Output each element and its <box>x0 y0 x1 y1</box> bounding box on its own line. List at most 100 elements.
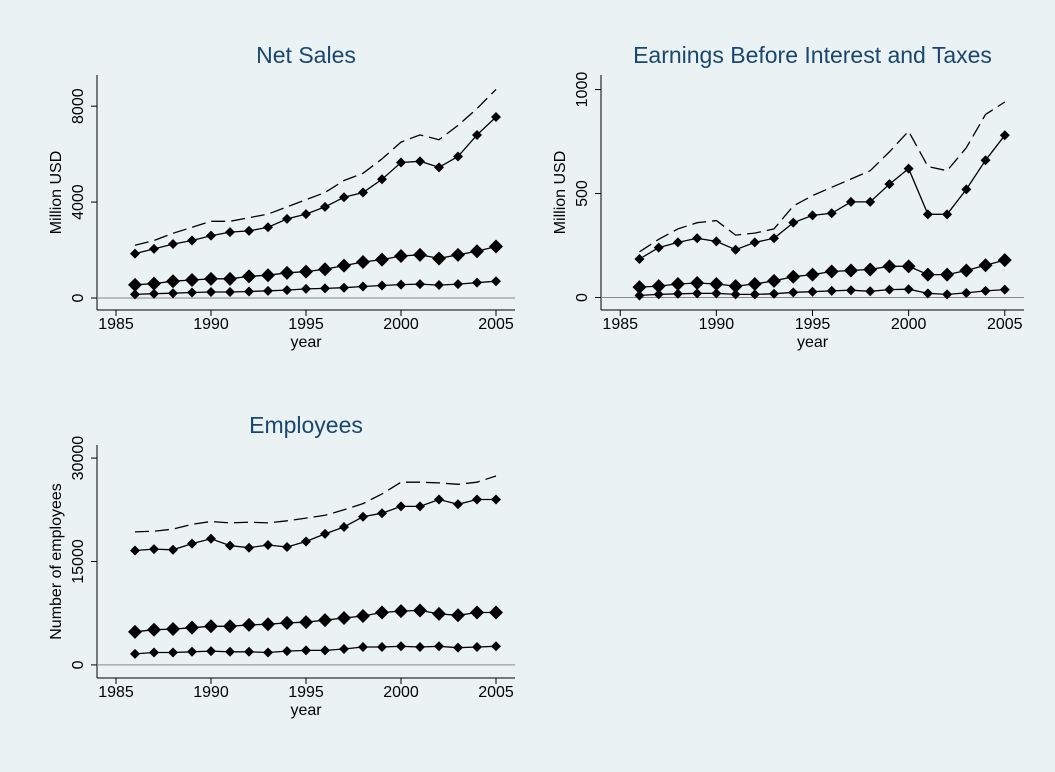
data-point <box>491 494 501 505</box>
data-point <box>320 645 330 656</box>
data-point <box>884 179 895 190</box>
data-point <box>453 279 463 290</box>
data-point <box>282 542 292 553</box>
data-point <box>301 536 311 547</box>
data-point <box>999 284 1010 295</box>
data-point <box>147 276 161 291</box>
data-point <box>711 288 722 299</box>
series-line <box>134 88 497 246</box>
data-point <box>472 277 482 288</box>
data-point <box>472 641 482 652</box>
data-point <box>282 646 292 657</box>
data-point <box>147 622 161 637</box>
data-point <box>434 641 444 652</box>
x-tick-label: 1995 <box>288 316 324 333</box>
data-point <box>843 263 858 278</box>
data-point <box>769 288 780 299</box>
data-point <box>356 255 370 270</box>
data-point <box>961 184 972 195</box>
data-point <box>130 289 140 300</box>
data-point <box>413 247 427 262</box>
y-tick-label: 0 <box>70 660 87 669</box>
data-point <box>413 603 427 618</box>
data-point <box>206 230 216 241</box>
data-point <box>826 208 837 219</box>
data-point <box>282 285 292 296</box>
y-tick-label: 4000 <box>70 184 87 220</box>
data-point <box>377 280 387 291</box>
data-point <box>223 271 237 286</box>
data-point <box>225 287 235 298</box>
data-point <box>491 641 501 652</box>
data-point <box>692 288 703 299</box>
data-point <box>358 511 368 522</box>
data-point <box>339 522 349 533</box>
data-point <box>130 648 140 659</box>
data-point <box>901 259 916 274</box>
data-point <box>263 285 273 296</box>
data-point <box>263 539 273 550</box>
data-point <box>786 269 801 284</box>
data-point <box>634 254 645 265</box>
data-point <box>356 608 370 623</box>
data-point <box>863 262 878 277</box>
data-point <box>692 233 703 244</box>
data-point <box>788 217 799 228</box>
series-line <box>639 101 1006 253</box>
data-point <box>206 533 216 544</box>
data-point <box>299 615 313 630</box>
data-point <box>690 275 705 290</box>
data-point <box>999 130 1010 141</box>
data-point <box>149 288 159 299</box>
data-point <box>185 273 199 288</box>
x-tick-label: 1995 <box>288 684 324 701</box>
data-point <box>168 288 178 299</box>
data-point <box>282 213 292 224</box>
data-point <box>396 157 406 168</box>
data-point <box>128 624 142 639</box>
data-point <box>358 281 368 292</box>
data-point <box>394 249 408 264</box>
data-point <box>865 196 876 207</box>
data-point <box>280 265 294 280</box>
data-point <box>978 258 993 273</box>
data-point <box>432 251 446 266</box>
data-point <box>263 647 273 658</box>
data-point <box>940 267 955 282</box>
data-point <box>337 611 351 626</box>
data-point <box>301 209 311 220</box>
data-point <box>396 501 406 512</box>
data-point <box>166 622 180 637</box>
data-point <box>263 222 273 233</box>
data-point <box>434 494 444 505</box>
y-axis-label: Number of employees <box>48 483 65 640</box>
chart-title: Employees <box>249 412 363 438</box>
data-point <box>168 647 178 658</box>
data-point <box>339 192 349 203</box>
data-point <box>865 286 876 297</box>
data-point <box>394 604 408 619</box>
y-tick-label: 8000 <box>70 88 87 124</box>
data-point <box>187 287 197 298</box>
data-point <box>980 285 991 296</box>
data-point <box>959 263 974 278</box>
data-point <box>451 608 465 623</box>
data-point <box>747 277 762 292</box>
data-point <box>884 284 895 295</box>
chart-title: Net Sales <box>256 42 356 68</box>
data-point <box>903 163 914 174</box>
x-tick-label: 1985 <box>98 684 134 701</box>
y-tick-label: 0 <box>574 293 591 302</box>
data-point <box>749 289 760 300</box>
data-point <box>168 239 178 250</box>
data-point <box>375 252 389 267</box>
data-point <box>728 279 743 294</box>
data-point <box>301 645 311 656</box>
data-point <box>168 544 178 555</box>
data-point <box>280 615 294 630</box>
data-point <box>711 236 722 247</box>
chart-title: Earnings Before Interest and Taxes <box>633 42 992 68</box>
x-tick-label: 1985 <box>602 316 638 333</box>
data-point <box>472 129 482 140</box>
